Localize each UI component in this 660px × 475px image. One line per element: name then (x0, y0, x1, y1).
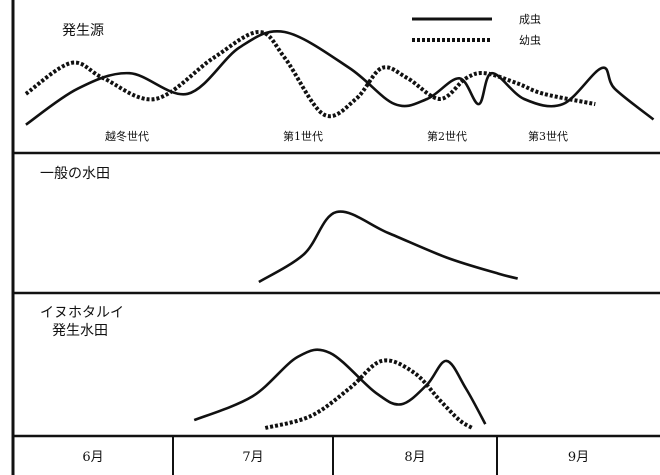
legend-label-larva: 幼虫 (519, 34, 541, 47)
panel-3-adult-curve (193, 348, 487, 425)
series-layer (24, 29, 655, 430)
month-label-september: 9月 (567, 450, 590, 465)
panel-label-general-paddy: 一般の水田 (40, 166, 110, 182)
month-label-july: 7月 (242, 450, 264, 465)
panel-label-source: 発生源 (62, 23, 104, 39)
generation-label-second: 第2世代 (427, 130, 467, 143)
panel-label-weed-paddy-line1: イヌホタルイ (40, 305, 124, 321)
panel-1-adult-curve (25, 29, 655, 126)
panel-2-adult-curve (258, 210, 519, 284)
generation-label-first: 第1世代 (283, 130, 323, 143)
generation-label-overwinter: 越冬世代 (105, 130, 149, 143)
panel-3-larva-curve (264, 358, 474, 430)
panel-label-weed-paddy-line2: 発生水田 (52, 323, 108, 339)
legend-label-adult: 成虫 (519, 13, 541, 26)
month-label-june: 6月 (82, 450, 104, 465)
month-label-august: 8月 (404, 450, 426, 465)
generation-label-third: 第3世代 (528, 130, 568, 143)
